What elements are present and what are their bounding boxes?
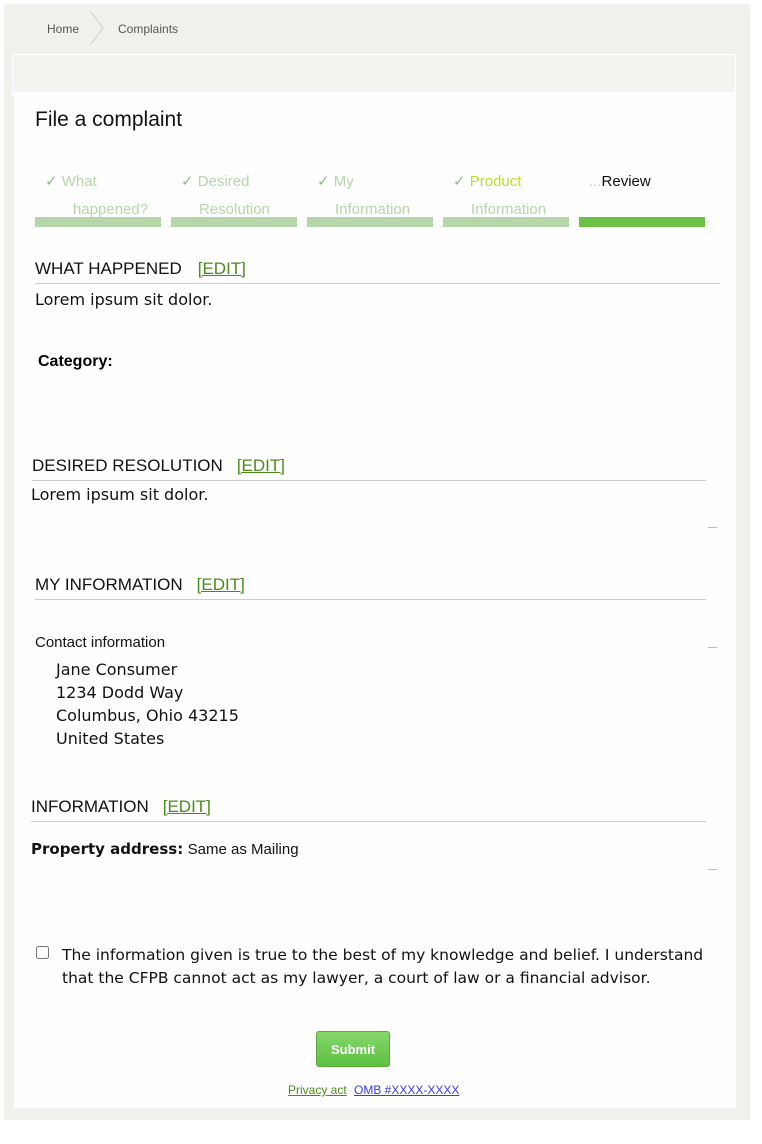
ellipsis-icon: ... bbox=[589, 173, 602, 190]
submit-button[interactable]: Submit bbox=[316, 1031, 390, 1067]
section-heading-what-happened: WHAT HAPPENED [EDIT] bbox=[35, 259, 246, 279]
header-band bbox=[12, 54, 736, 96]
step-bar-2 bbox=[171, 217, 297, 227]
breadcrumb-current: Complaints bbox=[118, 22, 179, 36]
heading-text: WHAT HAPPENED bbox=[35, 259, 182, 278]
what-happened-text: Lorem ipsum sit dolor. bbox=[35, 290, 213, 309]
edit-information-link[interactable]: [EDIT] bbox=[162, 797, 211, 816]
step-label-2: Information bbox=[335, 201, 411, 218]
section-heading-my-information: MY INFORMATION [EDIT] bbox=[35, 575, 245, 595]
section-heading-desired-resolution: DESIRED RESOLUTION [EDIT] bbox=[32, 456, 285, 476]
privacy-act-link[interactable]: Privacy act bbox=[288, 1083, 347, 1097]
check-icon: ✓ bbox=[317, 173, 334, 190]
address-line: Columbus, Ohio 43215 bbox=[56, 706, 239, 725]
agreement-checkbox[interactable] bbox=[36, 946, 49, 959]
address-line: Jane Consumer bbox=[56, 660, 178, 679]
divider bbox=[31, 821, 706, 822]
step-bar-3 bbox=[307, 217, 433, 227]
property-address-value: Same as Mailing bbox=[187, 841, 299, 858]
step-review[interactable]: ...Review bbox=[589, 168, 715, 196]
breadcrumb-home[interactable]: Home bbox=[47, 22, 80, 36]
step-label: Review bbox=[601, 173, 651, 190]
check-icon: ✓ bbox=[45, 173, 62, 190]
desired-resolution-text: Lorem ipsum sit dolor. bbox=[31, 485, 209, 504]
step-label: What bbox=[61, 173, 97, 190]
step-bar-5 bbox=[579, 217, 705, 227]
check-icon: ✓ bbox=[453, 173, 470, 190]
step-what-happened[interactable]: ✓ What happened? bbox=[45, 168, 171, 224]
category-label: Category: bbox=[38, 353, 113, 370]
step-label: My bbox=[333, 173, 354, 190]
address-line: 1234 Dodd Way bbox=[56, 683, 184, 702]
contact-information-label: Contact information bbox=[35, 634, 166, 651]
check-icon: ✓ bbox=[181, 173, 198, 190]
page-title: File a complaint bbox=[35, 108, 183, 131]
property-address: Property address: Same as Mailing bbox=[31, 840, 299, 859]
step-label-2: Resolution bbox=[199, 201, 270, 218]
edit-desired-resolution-link[interactable]: [EDIT] bbox=[236, 456, 285, 475]
main-panel bbox=[14, 92, 736, 1108]
divider bbox=[35, 599, 706, 600]
edit-my-information-link[interactable]: [EDIT] bbox=[196, 575, 245, 594]
step-label-2: happened? bbox=[73, 201, 149, 218]
step-my-information[interactable]: ✓ My Information bbox=[317, 168, 443, 224]
agreement-text: The information given is true to the bes… bbox=[62, 946, 704, 987]
divider bbox=[32, 480, 706, 481]
step-desired-resolution[interactable]: ✓ Desired Resolution bbox=[181, 168, 307, 224]
heading-text: MY INFORMATION bbox=[35, 575, 183, 594]
step-label: Desired bbox=[197, 173, 250, 190]
breadcrumb-separator-icon bbox=[90, 12, 104, 44]
edit-what-happened-link[interactable]: [EDIT] bbox=[197, 259, 246, 278]
divider bbox=[708, 869, 717, 870]
address-line: United States bbox=[56, 729, 165, 748]
step-bar-4 bbox=[443, 217, 569, 227]
step-label: Product bbox=[469, 173, 522, 190]
heading-text: INFORMATION bbox=[31, 797, 149, 816]
property-address-label: Property address: bbox=[31, 840, 184, 858]
divider bbox=[35, 283, 720, 284]
step-label-2: Information bbox=[471, 201, 547, 218]
step-product-information[interactable]: ✓ Product Information bbox=[453, 168, 579, 224]
contact-address: Jane Consumer 1234 Dodd Way Columbus, Oh… bbox=[56, 658, 239, 750]
step-bar-1 bbox=[35, 217, 161, 227]
heading-text: DESIRED RESOLUTION bbox=[32, 456, 223, 475]
section-heading-information: INFORMATION [EDIT] bbox=[31, 797, 211, 817]
omb-link[interactable]: OMB #XXXX-XXXX bbox=[354, 1083, 460, 1097]
divider bbox=[708, 527, 717, 528]
divider bbox=[708, 647, 717, 648]
